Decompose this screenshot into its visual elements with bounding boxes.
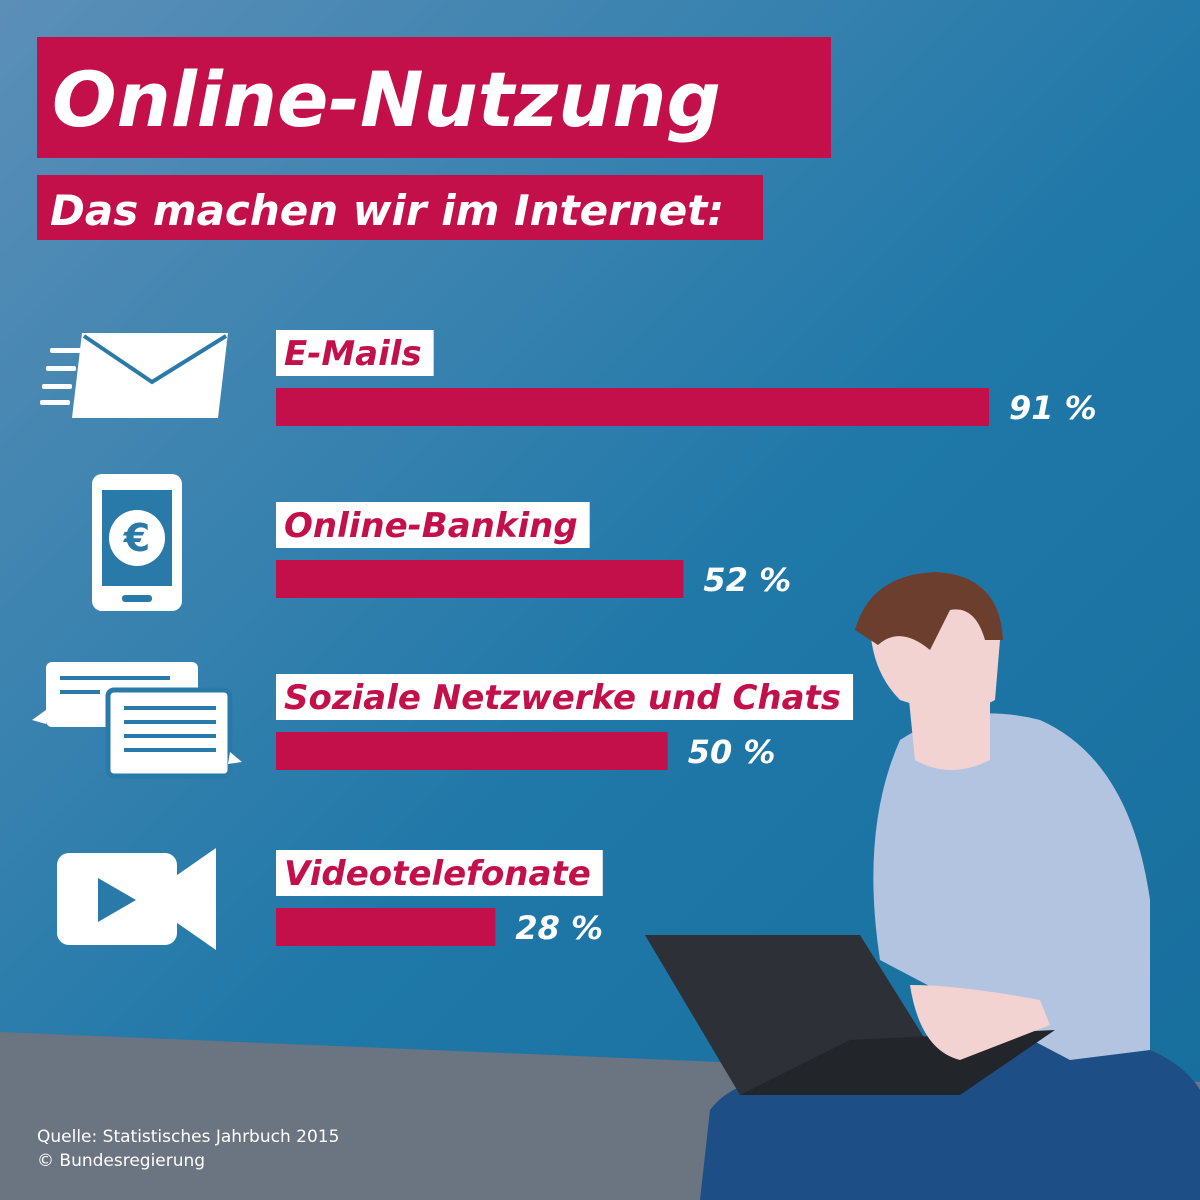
category-label: Videotelefonate — [284, 854, 591, 894]
chart-subtitle: Das machen wir im Internet: — [50, 186, 724, 235]
title-box — [37, 37, 831, 158]
source: Quelle: Statistisches Jahrbuch 2015 — [37, 1127, 339, 1147]
label-box — [276, 502, 590, 548]
email-icon — [40, 333, 228, 418]
copyright: © Bundesregierung — [37, 1151, 205, 1171]
category-label: Soziale Netzwerke und Chats — [284, 678, 841, 718]
bar — [276, 560, 684, 598]
svg-text:€: € — [123, 516, 150, 560]
person-illustration — [645, 572, 1200, 1200]
bar — [276, 732, 668, 770]
category-label: E-Mails — [284, 334, 422, 374]
value-label: 52 % — [703, 561, 791, 599]
chat-icon — [32, 662, 242, 779]
value-label: 50 % — [688, 733, 776, 771]
bar — [276, 908, 496, 946]
video-icon — [57, 848, 216, 950]
label-box — [276, 674, 854, 720]
bar — [276, 388, 989, 426]
category-label: Online-Banking — [284, 506, 578, 546]
value-label: 28 % — [515, 909, 603, 947]
subtitle-box — [37, 175, 763, 240]
phone-icon: € — [92, 474, 182, 611]
chart-title: Online-Nutzung — [52, 55, 721, 144]
label-box — [276, 850, 603, 896]
value-label: 91 % — [1009, 389, 1097, 427]
label-box — [276, 330, 434, 376]
